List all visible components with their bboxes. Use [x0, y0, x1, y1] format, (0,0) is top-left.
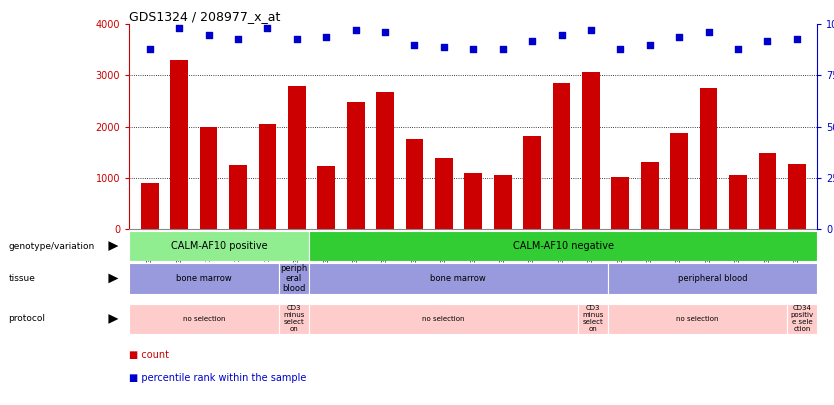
Point: [585, 27, 598, 34]
Bar: [700, 88, 717, 229]
Bar: [523, 136, 541, 229]
Bar: [170, 60, 188, 229]
Point: [496, 46, 510, 52]
Bar: [494, 175, 511, 229]
Point: [525, 37, 539, 44]
FancyBboxPatch shape: [578, 304, 608, 334]
Bar: [788, 164, 806, 229]
Bar: [259, 124, 276, 229]
FancyBboxPatch shape: [279, 263, 309, 294]
Point: [319, 33, 333, 40]
Text: bone marrow: bone marrow: [430, 274, 486, 283]
Text: CALM-AF10 negative: CALM-AF10 negative: [513, 241, 614, 251]
FancyBboxPatch shape: [129, 263, 279, 294]
Text: CD3
minus
select
on: CD3 minus select on: [582, 305, 604, 333]
Point: [379, 29, 392, 36]
Text: no selection: no selection: [422, 316, 465, 322]
Bar: [318, 166, 335, 229]
Point: [643, 42, 656, 48]
Bar: [200, 126, 218, 229]
FancyBboxPatch shape: [309, 304, 578, 334]
FancyBboxPatch shape: [309, 263, 608, 294]
Text: CALM-AF10 positive: CALM-AF10 positive: [171, 241, 268, 251]
Point: [761, 37, 774, 44]
FancyBboxPatch shape: [309, 231, 817, 261]
Bar: [347, 102, 364, 229]
Text: ■ count: ■ count: [129, 350, 169, 360]
Point: [349, 27, 362, 34]
FancyBboxPatch shape: [608, 304, 787, 334]
Point: [466, 46, 480, 52]
Text: tissue: tissue: [8, 274, 35, 283]
Point: [408, 42, 421, 48]
Point: [614, 46, 627, 52]
Bar: [141, 183, 158, 229]
Point: [261, 25, 274, 32]
Point: [672, 33, 686, 40]
Text: CD3
minus
select
on: CD3 minus select on: [283, 305, 304, 333]
Bar: [288, 86, 306, 229]
Point: [202, 31, 215, 38]
FancyBboxPatch shape: [129, 231, 309, 261]
Bar: [553, 83, 570, 229]
FancyBboxPatch shape: [608, 263, 817, 294]
Bar: [465, 173, 482, 229]
Text: protocol: protocol: [8, 314, 45, 324]
Text: no selection: no selection: [183, 316, 225, 322]
Bar: [758, 153, 776, 229]
Bar: [671, 133, 688, 229]
Bar: [729, 175, 746, 229]
Text: CD34
positiv
e sele
ction: CD34 positiv e sele ction: [791, 305, 814, 333]
Bar: [582, 72, 600, 229]
Bar: [641, 162, 659, 229]
Bar: [405, 139, 424, 229]
Text: bone marrow: bone marrow: [176, 274, 232, 283]
Text: genotype/variation: genotype/variation: [8, 241, 94, 251]
Point: [555, 31, 568, 38]
Text: peripheral blood: peripheral blood: [678, 274, 747, 283]
Bar: [435, 158, 453, 229]
Text: periph
eral
blood: periph eral blood: [280, 264, 308, 293]
Point: [702, 29, 716, 36]
Point: [731, 46, 745, 52]
Text: ■ percentile rank within the sample: ■ percentile rank within the sample: [129, 373, 307, 383]
FancyBboxPatch shape: [787, 304, 817, 334]
Text: GDS1324 / 208977_x_at: GDS1324 / 208977_x_at: [129, 10, 281, 23]
Point: [437, 44, 450, 50]
FancyBboxPatch shape: [279, 304, 309, 334]
Bar: [611, 177, 629, 229]
Text: no selection: no selection: [676, 316, 719, 322]
Bar: [376, 92, 394, 229]
Point: [231, 35, 244, 42]
FancyBboxPatch shape: [129, 304, 279, 334]
Point: [173, 25, 186, 32]
Point: [143, 46, 157, 52]
Point: [790, 35, 803, 42]
Point: [290, 35, 304, 42]
Bar: [229, 165, 247, 229]
